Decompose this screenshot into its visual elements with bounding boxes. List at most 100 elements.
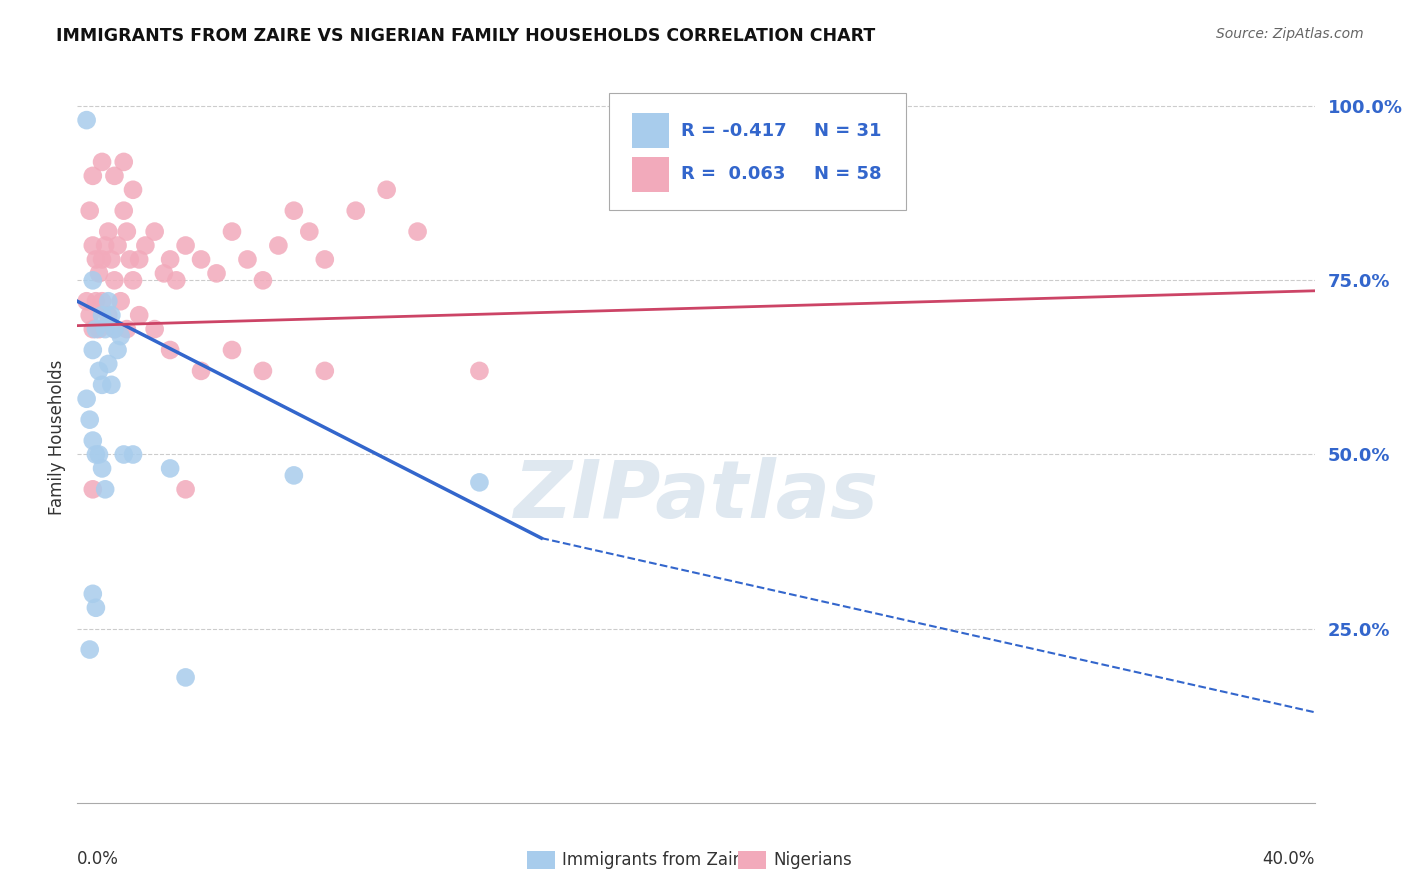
Point bbox=[221, 225, 243, 239]
Point bbox=[82, 273, 104, 287]
Point bbox=[79, 203, 101, 218]
Point bbox=[283, 203, 305, 218]
Point bbox=[84, 600, 107, 615]
Point bbox=[143, 322, 166, 336]
Point bbox=[84, 252, 107, 267]
Point bbox=[115, 322, 138, 336]
Point bbox=[97, 294, 120, 309]
Point bbox=[107, 238, 129, 252]
Point bbox=[103, 273, 125, 287]
Text: Immigrants from Zaire: Immigrants from Zaire bbox=[562, 851, 749, 869]
Point bbox=[190, 252, 212, 267]
Point bbox=[252, 273, 274, 287]
Point bbox=[76, 294, 98, 309]
Point bbox=[143, 225, 166, 239]
Text: N = 58: N = 58 bbox=[814, 166, 882, 184]
Point bbox=[174, 670, 197, 684]
Point bbox=[103, 169, 125, 183]
Text: 0.0%: 0.0% bbox=[77, 850, 120, 868]
Point bbox=[91, 461, 114, 475]
Point bbox=[283, 468, 305, 483]
Point bbox=[159, 343, 181, 357]
Text: ZIPatlas: ZIPatlas bbox=[513, 457, 879, 534]
Point bbox=[82, 169, 104, 183]
Point bbox=[82, 322, 104, 336]
Text: Nigerians: Nigerians bbox=[773, 851, 852, 869]
Point bbox=[122, 183, 145, 197]
Point bbox=[87, 364, 110, 378]
Point bbox=[97, 357, 120, 371]
Point bbox=[100, 377, 122, 392]
Text: 40.0%: 40.0% bbox=[1263, 850, 1315, 868]
Point bbox=[97, 308, 120, 322]
Point bbox=[97, 225, 120, 239]
Point bbox=[153, 266, 176, 280]
Point bbox=[82, 587, 104, 601]
Point bbox=[236, 252, 259, 267]
Point bbox=[118, 252, 141, 267]
Point bbox=[205, 266, 228, 280]
Point bbox=[107, 343, 129, 357]
Point bbox=[82, 483, 104, 497]
Point bbox=[79, 642, 101, 657]
Point bbox=[94, 483, 117, 497]
Point bbox=[94, 238, 117, 252]
Text: R =  0.063: R = 0.063 bbox=[681, 166, 786, 184]
Point bbox=[128, 252, 150, 267]
Point bbox=[468, 364, 491, 378]
Text: R = -0.417: R = -0.417 bbox=[681, 121, 787, 140]
Point bbox=[84, 448, 107, 462]
Point bbox=[79, 412, 101, 426]
Point bbox=[87, 322, 110, 336]
Y-axis label: Family Households: Family Households bbox=[48, 359, 66, 515]
Point bbox=[314, 252, 336, 267]
Point bbox=[115, 225, 138, 239]
Point bbox=[100, 252, 122, 267]
Point bbox=[252, 364, 274, 378]
Point bbox=[110, 294, 132, 309]
Text: Source: ZipAtlas.com: Source: ZipAtlas.com bbox=[1216, 27, 1364, 41]
Bar bbox=[631, 157, 669, 192]
Point bbox=[103, 322, 125, 336]
FancyBboxPatch shape bbox=[609, 94, 907, 211]
Point bbox=[298, 225, 321, 239]
Point bbox=[76, 113, 98, 128]
Text: N = 31: N = 31 bbox=[814, 121, 882, 140]
Point bbox=[100, 308, 122, 322]
Point bbox=[112, 203, 135, 218]
Point bbox=[122, 273, 145, 287]
Point bbox=[344, 203, 367, 218]
Point bbox=[87, 448, 110, 462]
Bar bbox=[631, 113, 669, 148]
Point bbox=[314, 364, 336, 378]
Point bbox=[134, 238, 156, 252]
Point bbox=[221, 343, 243, 357]
Point bbox=[190, 364, 212, 378]
Point bbox=[84, 322, 107, 336]
Point bbox=[122, 448, 145, 462]
Point bbox=[159, 252, 181, 267]
Point bbox=[112, 448, 135, 462]
Point bbox=[82, 343, 104, 357]
Point bbox=[468, 475, 491, 490]
Point bbox=[87, 266, 110, 280]
Point bbox=[110, 329, 132, 343]
Point bbox=[91, 155, 114, 169]
Point bbox=[91, 377, 114, 392]
Point bbox=[94, 322, 117, 336]
Point bbox=[267, 238, 290, 252]
Point bbox=[174, 483, 197, 497]
Point bbox=[82, 434, 104, 448]
Text: IMMIGRANTS FROM ZAIRE VS NIGERIAN FAMILY HOUSEHOLDS CORRELATION CHART: IMMIGRANTS FROM ZAIRE VS NIGERIAN FAMILY… bbox=[56, 27, 876, 45]
Point bbox=[174, 238, 197, 252]
Point bbox=[103, 322, 125, 336]
Point bbox=[159, 461, 181, 475]
Point bbox=[76, 392, 98, 406]
Point bbox=[91, 308, 114, 322]
Point bbox=[406, 225, 429, 239]
Point bbox=[84, 294, 107, 309]
Point bbox=[82, 238, 104, 252]
Point bbox=[79, 308, 101, 322]
Point bbox=[91, 252, 114, 267]
Point bbox=[91, 294, 114, 309]
